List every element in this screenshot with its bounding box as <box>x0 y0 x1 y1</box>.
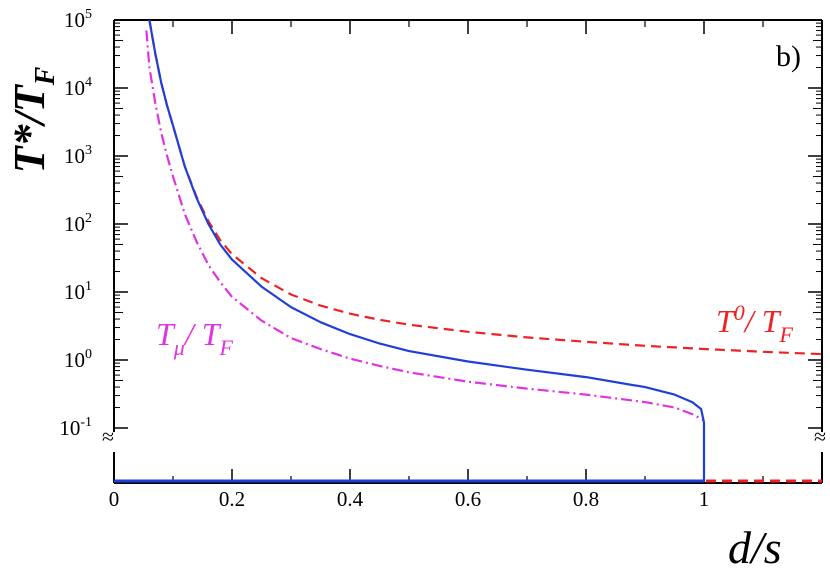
x-tick-label: 0.6 <box>455 487 481 511</box>
y-axis-title: T*/TF <box>5 66 61 173</box>
x-tick-label: 0.4 <box>337 487 364 511</box>
y-axis-title-sub: F <box>30 66 61 86</box>
series-line-2 <box>145 30 705 422</box>
series-label-tmu: Tμ/ TF <box>156 316 234 360</box>
x-tick-label: 0.8 <box>573 487 599 511</box>
axis-break-left: ≈ <box>102 424 114 449</box>
series-label-tmu-subF: F <box>219 335 234 360</box>
series-label-tmu-sub: μ <box>173 335 185 360</box>
series-label-tmu-a: T <box>156 316 176 352</box>
plot-frame <box>113 19 823 484</box>
series-label-t0-a: T <box>716 303 736 339</box>
y-tick-label: 100 <box>64 347 92 372</box>
y-tick-label: 105 <box>64 7 92 32</box>
series-lines <box>114 20 822 483</box>
svg-text:Tμ/ TF: Tμ/ TF <box>156 316 234 360</box>
y-tick-label: 103 <box>64 143 92 168</box>
series-label-t0-sep: / T <box>743 303 782 339</box>
y-tick-label: 102 <box>64 211 92 236</box>
x-tick-label: 0 <box>109 487 120 511</box>
x-tick-label: 0.2 <box>219 487 245 511</box>
panel-label: b) <box>776 40 801 73</box>
y-tick-label: 104 <box>64 75 92 100</box>
series-label-tmu-sep: / T <box>183 316 222 352</box>
x-tick-label: 1 <box>699 487 710 511</box>
series-label-t0: T0/ TF <box>716 300 793 347</box>
series-label-t0-sub: F <box>778 322 793 347</box>
y-axis-title-main: T*/T <box>5 83 54 173</box>
y-tick-label: 10-1 <box>59 415 92 440</box>
y-tick-label: 101 <box>64 279 92 304</box>
svg-text:T*/TF: T*/TF <box>5 66 61 173</box>
axis-ticks: 0 0.2 0.4 0.6 0.8 1 10-1 100 101 102 103 104 105 <box>59 7 822 511</box>
series-line-1 <box>148 20 706 481</box>
chart-text: b) T*/TF d/s T0/ TF Tμ/ TF ≈ ≈ <box>5 40 826 572</box>
x-axis-title: d/s <box>728 522 782 572</box>
axis-break-right: ≈ <box>814 424 826 449</box>
svg-text:T0/ TF: T0/ TF <box>716 300 793 347</box>
series-label-t0-sup: 0 <box>734 300 745 325</box>
